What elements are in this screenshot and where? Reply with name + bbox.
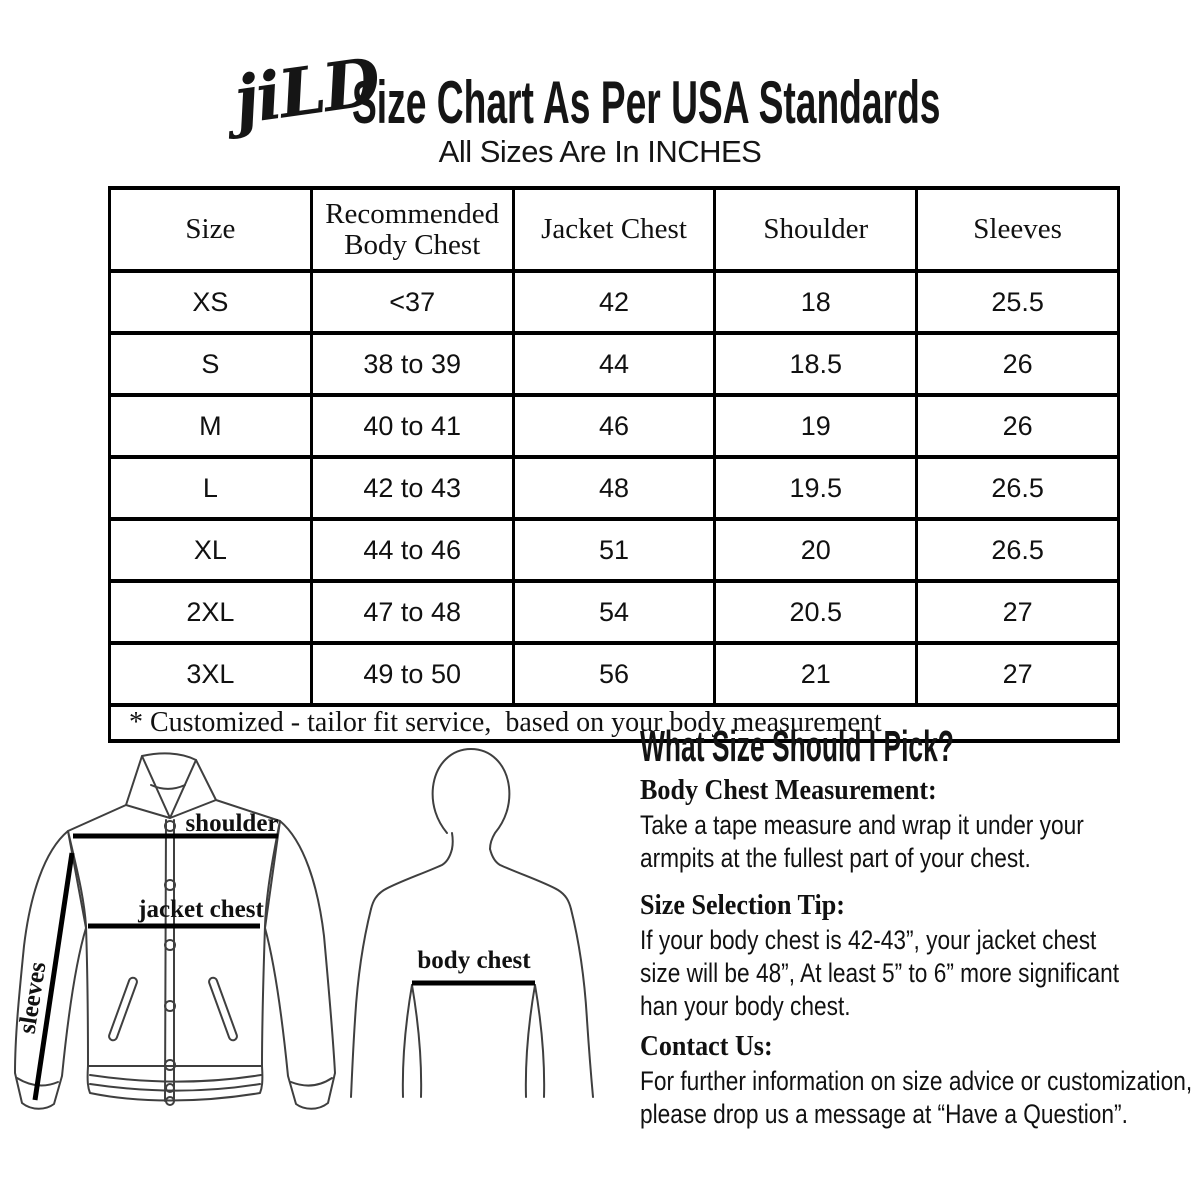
- size-cell: 2XL: [108, 579, 313, 645]
- table-footnote: * Customized - tailor fit service, based…: [108, 703, 1120, 743]
- value-cell: 38 to 39: [309, 331, 515, 397]
- body-chest-label: body chest: [417, 947, 531, 974]
- size-cell: L: [108, 455, 313, 521]
- jacket-diagram: shoulder jacket chest sleeves: [14, 752, 336, 1110]
- column-header-sleeves: Sleeves: [915, 186, 1120, 273]
- table-row: M 40 to 41 46 19 26: [108, 393, 1120, 459]
- table-row: XS <37 42 18 25.5: [108, 269, 1120, 335]
- value-cell: 26: [915, 393, 1120, 459]
- value-cell: 48: [511, 455, 717, 521]
- size-table: Size Recommended Body Chest Jacket Chest…: [108, 186, 1120, 743]
- jacket-right-sleeve: [264, 820, 336, 1110]
- value-cell: 44: [511, 331, 717, 397]
- jacket-left-pocket: [108, 976, 138, 1042]
- size-cell: XS: [108, 269, 313, 335]
- section-title-size-tip: Size Selection Tip:: [640, 889, 845, 921]
- body-text-line: please drop us a message at “Have a Ques…: [640, 1099, 1128, 1129]
- info-heading: What Size Should I Pick?: [640, 722, 954, 771]
- value-cell: 49 to 50: [309, 641, 515, 707]
- table-row: L 42 to 43 48 19.5 26.5: [108, 455, 1120, 521]
- section-body-body-chest: Take a tape measure and wrap it under yo…: [640, 809, 1200, 875]
- value-cell: 26: [915, 331, 1120, 397]
- column-header-body-chest: Recommended Body Chest: [309, 186, 515, 273]
- body-text-line: armpits at the fullest part of your ches…: [640, 843, 1031, 873]
- info-column: What Size Should I Pick? Body Chest Meas…: [640, 724, 1200, 1131]
- value-cell: 54: [511, 579, 717, 645]
- value-cell: 25.5: [915, 269, 1120, 335]
- value-cell: 56: [511, 641, 717, 707]
- value-cell: 27: [915, 579, 1120, 645]
- sleeves-measure-line: [32, 852, 75, 1101]
- value-cell: 47 to 48: [309, 579, 515, 645]
- section-body-size-tip: If your body chest is 42-43”, your jacke…: [640, 924, 1200, 1023]
- jacket-right-pocket: [208, 976, 238, 1042]
- value-cell: 46: [511, 393, 717, 459]
- table-footnote-row: * Customized - tailor fit service, based…: [108, 703, 1120, 743]
- body-text-line: size will be 48”, At least 5” to 6” more…: [640, 958, 1120, 988]
- jacket-shoulder-label: shoulder: [185, 810, 278, 837]
- value-cell: 21: [713, 641, 919, 707]
- value-cell: 42 to 43: [309, 455, 515, 521]
- table-row: S 38 to 39 44 18.5 26: [108, 331, 1120, 397]
- value-cell: 19: [713, 393, 919, 459]
- value-cell: 27: [915, 641, 1120, 707]
- value-cell: 18: [713, 269, 919, 335]
- table-row: XL 44 to 46 51 20 26.5: [108, 517, 1120, 583]
- table-row: 3XL 49 to 50 56 21 27: [108, 641, 1120, 707]
- jacket-placket: [164, 819, 175, 1102]
- column-header-size: Size: [108, 186, 313, 273]
- body-diagram: body chest: [350, 748, 594, 1098]
- body-text-line: If your body chest is 42-43”, your jacke…: [640, 925, 1097, 955]
- size-cell: XL: [108, 517, 313, 583]
- value-cell: 18.5: [713, 331, 919, 397]
- table-row: 2XL 47 to 48 54 20.5 27: [108, 579, 1120, 645]
- size-cell: S: [108, 331, 313, 397]
- value-cell: 26.5: [915, 455, 1120, 521]
- value-cell: 20.5: [713, 579, 919, 645]
- page-subtitle: All Sizes Are In INCHES: [438, 134, 762, 169]
- value-cell: 42: [511, 269, 717, 335]
- body-text-line: Take a tape measure and wrap it under yo…: [640, 810, 1084, 840]
- section-title-body-chest: Body Chest Measurement:: [640, 774, 937, 806]
- table-header-row: Size Recommended Body Chest Jacket Chest…: [108, 186, 1120, 273]
- body-text-line: han your body chest.: [640, 991, 851, 1021]
- value-cell: 19.5: [713, 455, 919, 521]
- jacket-left-sleeve: [14, 830, 87, 1110]
- jacket-chest-label: jacket chest: [137, 896, 264, 923]
- value-cell: 26.5: [915, 517, 1120, 583]
- jacket-buttons: [164, 820, 176, 1106]
- value-cell: 51: [511, 517, 717, 583]
- size-cell: M: [108, 393, 313, 459]
- value-cell: 40 to 41: [309, 393, 515, 459]
- page-title: Size Chart As Per USA Standards: [352, 69, 941, 136]
- column-header-shoulder: Shoulder: [713, 186, 919, 273]
- body-head: [431, 748, 511, 850]
- body-text-line: For further information on size advice o…: [640, 1066, 1193, 1096]
- value-cell: 20: [713, 517, 919, 583]
- value-cell: <37: [309, 269, 515, 335]
- column-header-jacket-chest: Jacket Chest: [511, 186, 717, 273]
- size-cell: 3XL: [108, 641, 313, 707]
- section-body-contact-us: For further information on size advice o…: [640, 1065, 1200, 1131]
- section-title-contact-us: Contact Us:: [640, 1030, 773, 1062]
- value-cell: 44 to 46: [309, 517, 515, 583]
